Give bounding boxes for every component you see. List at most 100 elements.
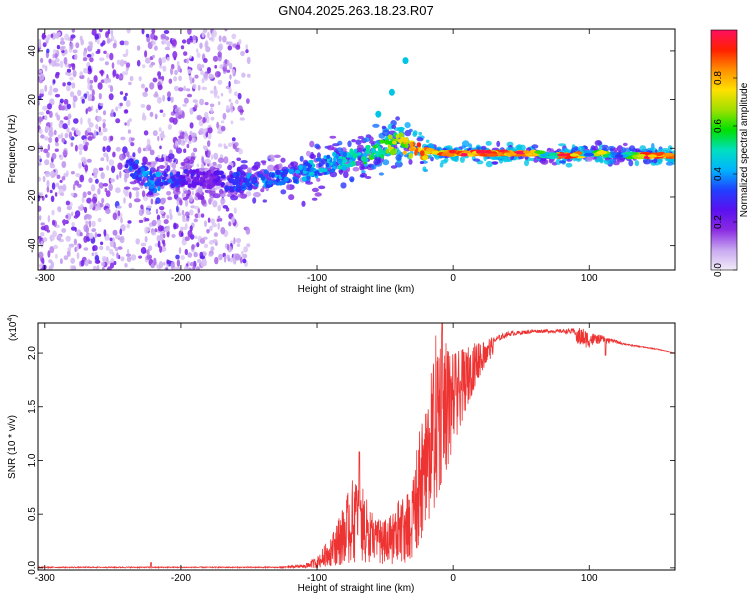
ridge-core-blob [197, 171, 203, 176]
noise-blob [169, 213, 173, 220]
noise-blob [186, 93, 193, 98]
noise-blob [93, 173, 98, 179]
noise-blob [40, 134, 45, 139]
noise-blob [198, 119, 204, 127]
noise-blob [55, 142, 60, 147]
ridge-core-blob [268, 179, 274, 185]
noise-blob [119, 91, 124, 95]
noise-blob [73, 238, 78, 246]
noise-blob [180, 255, 185, 261]
ridge-halo-blob [373, 159, 381, 166]
outlier-blob [388, 88, 395, 96]
ridge-halo-blob [425, 139, 430, 143]
noise-blob [70, 257, 76, 264]
ridge-core-blob [288, 168, 295, 175]
noise-blob [228, 41, 233, 46]
noise-blob [70, 34, 76, 39]
noise-blob [85, 220, 89, 225]
ridge-halo-blob [142, 177, 147, 183]
ridge-halo-blob [419, 161, 424, 165]
noise-blob [65, 235, 71, 242]
noise-blob [40, 232, 45, 237]
ridge-core-blob [392, 140, 397, 145]
noise-blob [199, 42, 203, 49]
noise-blob [141, 83, 145, 89]
noise-blob [107, 29, 111, 35]
noise-blob [226, 69, 231, 73]
noise-blob [125, 48, 129, 56]
noise-blob [239, 117, 245, 121]
noise-blob [201, 77, 205, 84]
noise-blob [67, 247, 72, 252]
ridge-halo-blob [374, 156, 382, 161]
noise-blob [61, 219, 67, 225]
noise-blob [206, 229, 210, 234]
noise-blob [210, 107, 214, 114]
snr-x-tick-label: -300 [35, 573, 55, 584]
noise-blob [119, 235, 125, 244]
noise-blob [108, 159, 115, 166]
noise-blob [66, 170, 69, 177]
noise-blob [194, 235, 198, 240]
ridge-halo-blob [628, 159, 634, 167]
noise-blob [189, 209, 194, 216]
noise-blob [245, 227, 251, 235]
noise-blob [68, 243, 75, 248]
noise-blob [61, 228, 67, 233]
noise-blob [188, 267, 192, 270]
noise-blob [124, 263, 128, 268]
noise-blob [66, 250, 71, 257]
ridge-halo-blob [443, 157, 449, 163]
ridge-core-blob [190, 182, 197, 187]
noise-blob [154, 113, 158, 120]
noise-blob [71, 29, 75, 33]
noise-blob [127, 129, 131, 134]
noise-blob [70, 63, 75, 67]
ridge-halo-blob [530, 157, 535, 162]
ridge-halo-blob [171, 162, 177, 170]
noise-blob [167, 91, 171, 98]
ridge-core-blob [176, 172, 181, 178]
ridge-halo-blob [314, 143, 320, 149]
noise-blob [126, 248, 130, 255]
ridge-halo-blob [657, 158, 663, 163]
ridge-halo-blob [208, 198, 212, 205]
noise-blob [82, 57, 88, 62]
noise-blob [42, 64, 46, 69]
noise-blob [161, 75, 165, 81]
ridge-core-blob [167, 178, 173, 184]
ridge-core-blob [306, 175, 311, 180]
ridge-halo-blob [290, 161, 299, 168]
noise-blob [87, 191, 92, 196]
noise-blob [184, 248, 188, 256]
ridge-halo-blob [524, 159, 529, 167]
noise-blob [194, 104, 198, 110]
noise-blob [204, 220, 207, 227]
noise-blob [223, 156, 229, 164]
ridge-halo-blob [316, 152, 321, 160]
ridge-halo-blob [381, 125, 387, 130]
ridge-core-blob [142, 170, 147, 177]
noise-blob [72, 70, 77, 78]
noise-blob [174, 69, 178, 76]
noise-blob [212, 55, 219, 62]
spectrogram-y-tick-label: -40 [27, 238, 38, 253]
noise-blob [128, 81, 132, 86]
ridge-halo-blob [175, 186, 180, 193]
ridge-core-blob [301, 176, 307, 182]
snr-x-label: Height of straight line (km) [298, 583, 415, 594]
noise-blob [105, 52, 110, 59]
ridge-halo-blob [594, 158, 600, 163]
noise-blob [173, 222, 177, 230]
noise-blob [46, 48, 50, 54]
ridge-halo-blob [131, 187, 140, 191]
snr-y-tick-label: 0.5 [27, 507, 38, 521]
noise-blob [46, 126, 49, 130]
noise-blob [194, 74, 199, 79]
noise-blob [175, 254, 180, 260]
noise-blob [60, 105, 66, 111]
noise-blob [235, 237, 242, 244]
noise-blob [140, 103, 146, 108]
ridge-core-blob [135, 175, 139, 180]
spectrogram-x-tick-label: -100 [307, 273, 327, 284]
